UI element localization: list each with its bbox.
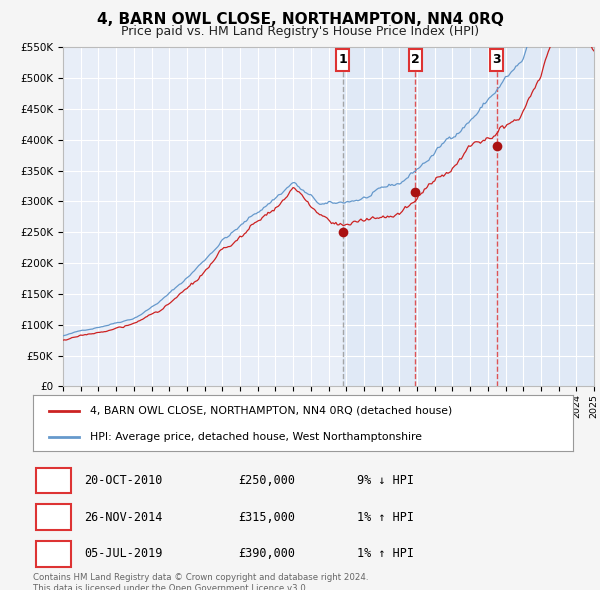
Text: £390,000: £390,000: [238, 548, 295, 560]
Bar: [343, 47, 594, 386]
Text: HPI: Average price, detached house, West Northamptonshire: HPI: Average price, detached house, West…: [90, 432, 422, 442]
Text: Contains HM Land Registry data © Crown copyright and database right 2024.
This d: Contains HM Land Registry data © Crown c…: [33, 573, 368, 590]
Text: 1% ↑ HPI: 1% ↑ HPI: [357, 510, 414, 523]
Text: £250,000: £250,000: [238, 474, 295, 487]
Text: £315,000: £315,000: [238, 510, 295, 523]
Text: 1% ↑ HPI: 1% ↑ HPI: [357, 548, 414, 560]
Text: 05-JUL-2019: 05-JUL-2019: [84, 548, 163, 560]
Bar: [409, 49, 422, 71]
Text: 3: 3: [49, 548, 58, 560]
Bar: [490, 49, 503, 71]
Bar: [336, 49, 349, 71]
FancyBboxPatch shape: [36, 504, 71, 530]
Text: 2: 2: [49, 510, 58, 523]
Text: 20-OCT-2010: 20-OCT-2010: [84, 474, 163, 487]
Text: 2: 2: [411, 54, 419, 67]
Text: Price paid vs. HM Land Registry's House Price Index (HPI): Price paid vs. HM Land Registry's House …: [121, 25, 479, 38]
FancyBboxPatch shape: [36, 541, 71, 566]
Text: 4, BARN OWL CLOSE, NORTHAMPTON, NN4 0RQ: 4, BARN OWL CLOSE, NORTHAMPTON, NN4 0RQ: [97, 12, 503, 27]
Text: 1: 1: [338, 54, 347, 67]
Text: 1: 1: [49, 474, 58, 487]
Text: 4, BARN OWL CLOSE, NORTHAMPTON, NN4 0RQ (detached house): 4, BARN OWL CLOSE, NORTHAMPTON, NN4 0RQ …: [90, 406, 452, 416]
FancyBboxPatch shape: [36, 468, 71, 493]
Text: 3: 3: [493, 54, 501, 67]
Text: 26-NOV-2014: 26-NOV-2014: [84, 510, 163, 523]
Text: 9% ↓ HPI: 9% ↓ HPI: [357, 474, 414, 487]
